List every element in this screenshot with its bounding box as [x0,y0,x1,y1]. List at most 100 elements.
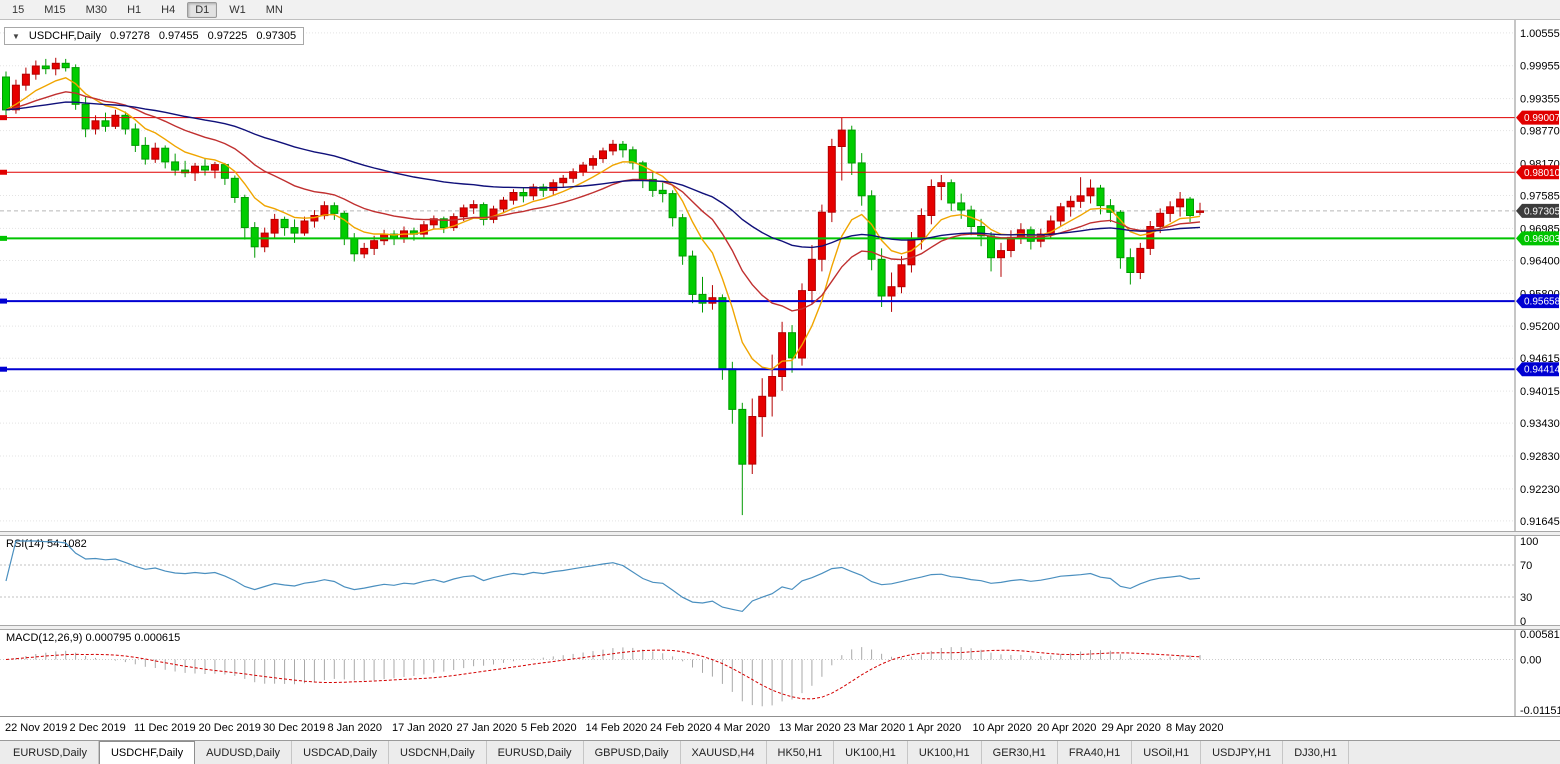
rsi-axis [1515,536,1560,625]
price-tag-0.95658[interactable]: 0.95658 [1516,294,1560,309]
price-chart-canvas[interactable]: 1.005550.999550.993550.987700.981700.975… [0,20,1560,531]
rsi-line [5,540,1201,613]
svg-text:0.95658: 0.95658 [1524,297,1560,308]
price-axis-label: 0.94615 [1520,353,1560,365]
line-edge-marker [0,298,7,304]
horizontal-line-0.98010[interactable] [0,169,1515,175]
time-axis-label: 5 Feb 2020 [521,722,577,734]
timeframe-button-h1[interactable]: H1 [127,3,142,16]
macd-axis [1515,630,1560,716]
candlestick-series [2,57,1204,516]
time-axis-label: 23 Mar 2020 [843,722,906,734]
price-tag-0.94414[interactable]: 0.94414 [1516,362,1560,377]
time-axis[interactable]: 22 Nov 2019 2 Dec 2019 11 Dec 2019 20 Dec 2… [0,716,1560,740]
chart-tab-usdcad-daily[interactable]: USDCAD,Daily [292,741,390,764]
time-axis-label: 11 Dec 2019 [134,722,196,734]
chart-tab-eurusd-daily[interactable]: EURUSD,Daily [2,741,99,764]
price-axis-label: 0.94015 [1520,386,1560,398]
panel-separator-macd[interactable] [0,625,1560,630]
price-axis-label: 0.97585 [1520,191,1560,203]
rsi-axis-label: 0 [1520,616,1526,625]
rsi-axis-label: 100 [1520,536,1538,548]
chart-tab-ger30-h1[interactable]: GER30,H1 [982,741,1058,764]
chart-tab-hk50-h1[interactable]: HK50,H1 [767,741,835,764]
time-axis-label: 20 Apr 2020 [1037,722,1097,734]
timeframe-button-m15[interactable]: M15 [44,3,66,16]
svg-text:0.94414: 0.94414 [1524,365,1560,376]
macd-indicator-label: MACD(12,26,9) 0.000795 0.000615 [6,632,181,644]
price-axis-label: 0.95200 [1520,321,1560,333]
price-tag-0.96803[interactable]: 0.96803 [1516,231,1560,246]
line-edge-marker [0,366,7,372]
svg-text:0.97305: 0.97305 [1524,206,1560,217]
price-axis-label: 0.93430 [1520,418,1560,430]
time-axis-label: 8 Jan 2020 [327,722,382,734]
price-tag-0.99007[interactable]: 0.99007 [1516,110,1560,125]
time-axis-label: 10 Apr 2020 [972,722,1032,734]
chart-tab-usdcnh-daily[interactable]: USDCNH,Daily [389,741,487,764]
chart-tab-uk100-h1[interactable]: UK100,H1 [908,741,982,764]
time-axis-label: 4 Mar 2020 [714,722,771,734]
macd-axis-label: 0.00 [1520,655,1541,667]
line-edge-marker [0,169,7,175]
price-axis-label: 0.92830 [1520,451,1560,463]
chart-tab-dj30-h1[interactable]: DJ30,H1 [1283,741,1349,764]
time-axis-label: 13 Mar 2020 [779,722,841,734]
chart-tab-gbpusd-daily[interactable]: GBPUSD,Daily [584,741,681,764]
time-axis-label: 22 Nov 2019 [5,722,68,734]
macd-axis-label: 0.005818 [1520,630,1560,641]
chevron-down-icon: ▼ [12,31,20,41]
timeframe-button-w1[interactable]: W1 [229,3,246,16]
quote-high: 0.97455 [158,30,199,42]
price-axis-label: 0.91645 [1520,516,1560,528]
chart-tab-eurusd-daily[interactable]: EURUSD,Daily [487,741,584,764]
line-edge-marker [0,115,7,121]
timeframe-button-h4[interactable]: H4 [161,3,176,16]
chart-tab-usdchf-daily[interactable]: USDCHF,Daily [98,741,196,764]
timeframe-button-15[interactable]: 15 [12,3,25,16]
chart-tab-usoil-h1[interactable]: USOil,H1 [1132,741,1202,764]
chart-tab-uk100-h1[interactable]: UK100,H1 [834,741,908,764]
time-axis-label: 24 Feb 2020 [650,722,712,734]
price-tag-0.98010[interactable]: 0.98010 [1516,165,1560,180]
ma-line-20 [5,91,1201,312]
price-axis-label: 0.99955 [1520,61,1560,73]
quote-open: 0.97278 [110,30,150,42]
macd-signal-line [5,649,1201,700]
symbol-period-label: USDCHF,Daily [28,30,102,42]
quote-close: 0.97305 [256,30,297,42]
chart-tab-xauusd-h4[interactable]: XAUUSD,H4 [681,741,767,764]
rsi-panel-canvas[interactable]: 100 70 30 0 [0,536,1560,625]
time-axis-label: 29 Apr 2020 [1101,722,1161,734]
macd-histogram [15,647,1201,707]
rsi-axis-label: 30 [1520,592,1532,604]
price-tag-0.97305[interactable]: 0.97305 [1516,203,1560,218]
timeframe-button-m30[interactable]: M30 [85,3,108,16]
quote-low: 0.97225 [207,30,248,42]
price-axis-label: 0.98770 [1520,126,1560,138]
time-axis-label: 20 Dec 2019 [198,722,261,734]
symbol-quote-box[interactable]: ▼ USDCHF,Daily 0.97278 0.97455 0.97225 0… [4,27,305,45]
price-axis[interactable]: 1.005550.999550.993550.987700.981700.975… [1514,20,1560,531]
time-axis-label: 17 Jan 2020 [392,722,453,734]
chart-tab-fra40-h1[interactable]: FRA40,H1 [1058,741,1133,764]
macd-panel-canvas[interactable]: 0.005818 0.00 -0.011518 [0,630,1560,716]
timeframe-button-d1[interactable]: D1 [187,1,218,18]
chart-tab-audusd-daily[interactable]: AUDUSD,Daily [195,741,293,764]
chart-tab-usdjpy-h1[interactable]: USDJPY,H1 [1201,741,1284,764]
panel-separator-rsi[interactable] [0,531,1560,536]
price-gridlines [0,32,1515,522]
timeframe-toolbar: 15 M15 M30 H1 H4 D1 W1 MN [0,0,1560,20]
horizontal-line-0.99007[interactable] [0,115,1515,121]
horizontal-line-0.96803[interactable] [0,235,1515,241]
time-axis-label: 27 Jan 2020 [456,722,518,734]
time-axis-label: 8 May 2020 [1166,722,1224,734]
horizontal-line-0.95658[interactable] [0,298,1515,304]
rsi-axis-label: 70 [1520,560,1532,572]
price-axis-label: 0.92230 [1520,484,1560,496]
horizontal-line-0.94414[interactable] [0,366,1515,372]
chart-tabs-bar: EURUSD,Daily USDCHF,Daily AUDUSD,Daily USDC… [0,740,1560,764]
timeframe-button-mn[interactable]: MN [265,3,283,16]
svg-text:0.96803: 0.96803 [1524,234,1560,245]
